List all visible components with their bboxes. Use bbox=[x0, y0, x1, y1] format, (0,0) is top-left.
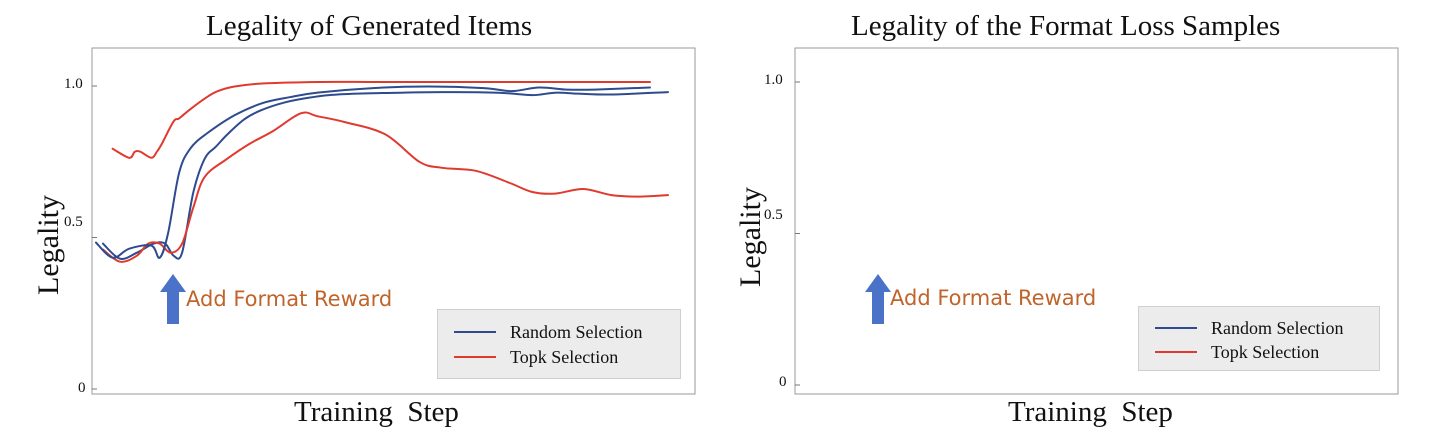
legend-swatch-random bbox=[1155, 327, 1197, 329]
chart-title: Legality of the Format Loss Samples bbox=[851, 10, 1281, 42]
y-tick-label: 0.5 bbox=[764, 207, 783, 223]
legend-swatch-topk bbox=[454, 356, 496, 358]
x-axis-label: Training Step bbox=[294, 396, 459, 428]
y-tick-label: 0 bbox=[779, 374, 787, 390]
legend-label: Random Selection bbox=[510, 321, 643, 342]
legend: Random Selection Topk Selection bbox=[1138, 306, 1380, 371]
legend-swatch-random bbox=[454, 331, 496, 333]
chart-panel-right: Legality of the Format Loss Samples 1.0 … bbox=[95, 0, 1430, 440]
legend-label: Topk Selection bbox=[510, 346, 619, 367]
plot-frame bbox=[794, 47, 1399, 395]
annotation-text: Add Format Reward bbox=[186, 287, 393, 311]
y-tick-label: 0 bbox=[78, 380, 86, 396]
legend-item-random: Random Selection bbox=[1139, 317, 1343, 339]
legend-label: Random Selection bbox=[1211, 317, 1344, 338]
series-line-random-selection bbox=[95, 85, 651, 259]
legend-item-topk: Topk Selection bbox=[1139, 341, 1319, 363]
chart-plot-area bbox=[95, 47, 1399, 395]
up-arrow-icon bbox=[160, 274, 186, 324]
legend-label: Topk Selection bbox=[1211, 341, 1320, 362]
chart-panel-left: Legality of Generated Items 1.0 0.5 0 Le… bbox=[31, 10, 696, 428]
legend-swatch-topk bbox=[1155, 351, 1197, 353]
chart-title: Legality of Generated Items bbox=[206, 10, 533, 42]
series-line-topk-selection bbox=[102, 111, 669, 263]
x-axis-label: Training Step bbox=[1008, 396, 1173, 428]
legend-item-random: Random Selection bbox=[438, 321, 642, 343]
y-tick-label: 1.0 bbox=[764, 72, 783, 88]
y-axis-label: Legality bbox=[733, 187, 767, 287]
y-axis-label: Legality bbox=[31, 195, 65, 295]
y-tick-label: 0.5 bbox=[64, 214, 83, 230]
up-arrow-icon bbox=[865, 274, 891, 324]
y-tick-label: 1.0 bbox=[64, 76, 83, 92]
legend: Random Selection Topk Selection bbox=[437, 309, 681, 379]
series-line-topk-selection bbox=[111, 80, 651, 159]
legend-item-topk: Topk Selection bbox=[438, 346, 618, 368]
annotation-text: Add Format Reward bbox=[890, 286, 1097, 310]
